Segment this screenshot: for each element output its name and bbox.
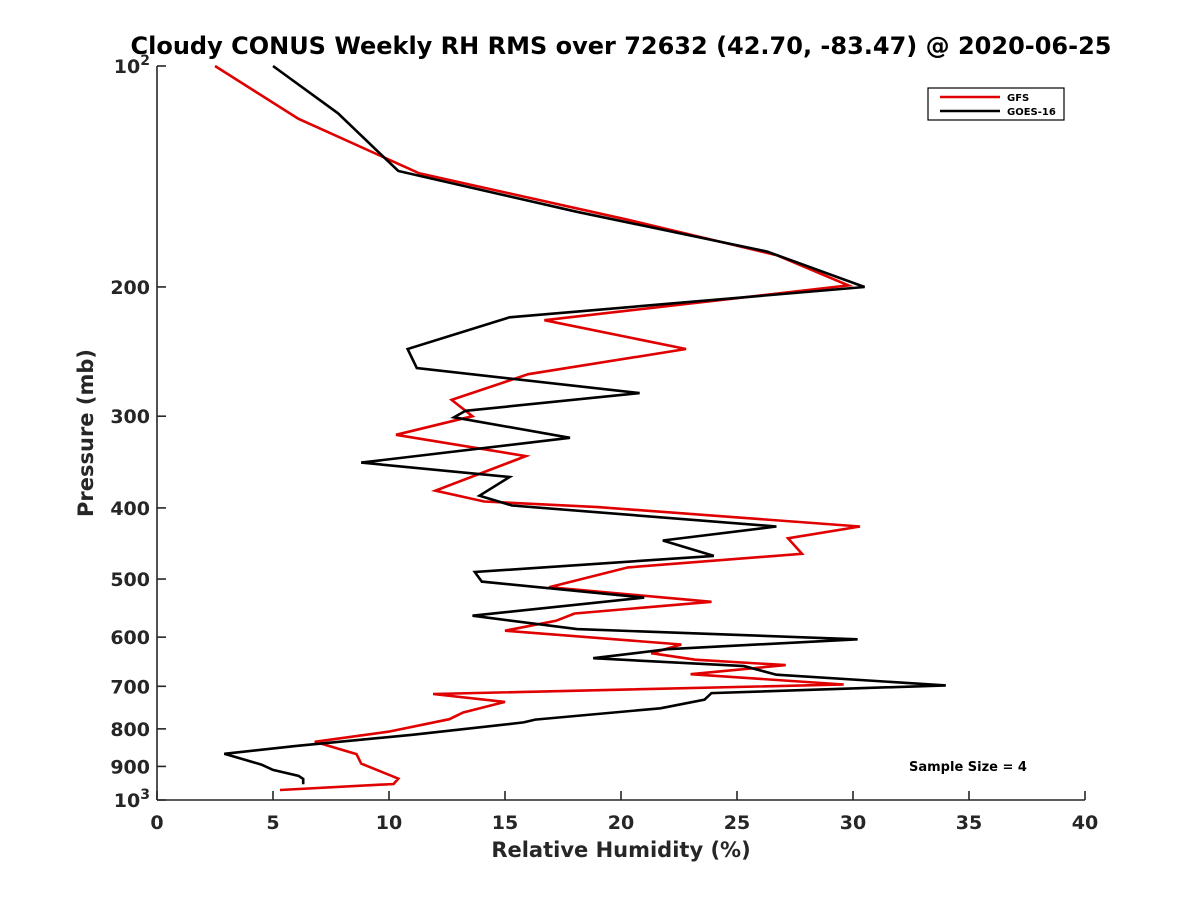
series-line-gfs <box>214 64 861 792</box>
x-tick-label: 0 <box>150 812 163 834</box>
y-tick-label: 700 <box>110 676 150 698</box>
legend-goes16-label: GOES-16 <box>1007 107 1056 118</box>
series-line-goes-16 <box>223 64 946 785</box>
sample-size-annotation: Sample Size = 4 <box>909 760 1027 775</box>
legend: GFS GOES-16 <box>927 87 1065 121</box>
chart-title: Cloudy CONUS Weekly RH RMS over 72632 (4… <box>131 32 1112 60</box>
y-tick-label: 800 <box>110 719 150 741</box>
y-tick-label: 500 <box>110 569 150 591</box>
x-tick-label: 10 <box>376 812 402 834</box>
x-tick-label: 40 <box>1072 812 1098 834</box>
x-tick-label: 5 <box>266 812 279 834</box>
x-tick-label: 20 <box>608 812 634 834</box>
y-tick-label: 400 <box>110 498 150 520</box>
x-tick-label: 35 <box>956 812 982 834</box>
y-tick-label: 300 <box>110 406 150 428</box>
y-axis-label: Pressure (mb) <box>74 349 98 517</box>
x-axis-label: Relative Humidity (%) <box>491 838 750 862</box>
y-tick-label: 200 <box>110 277 150 299</box>
x-tick-label: 30 <box>840 812 866 834</box>
x-tick-label: 15 <box>492 812 518 834</box>
y-tick-label: 103 <box>114 787 150 812</box>
legend-gfs-label: GFS <box>1007 93 1029 104</box>
legend-box <box>927 87 1065 121</box>
y-tick-label: 102 <box>114 53 150 78</box>
x-tick-label: 25 <box>724 812 750 834</box>
y-tick-label: 900 <box>110 756 150 778</box>
y-tick-label: 600 <box>110 627 150 649</box>
